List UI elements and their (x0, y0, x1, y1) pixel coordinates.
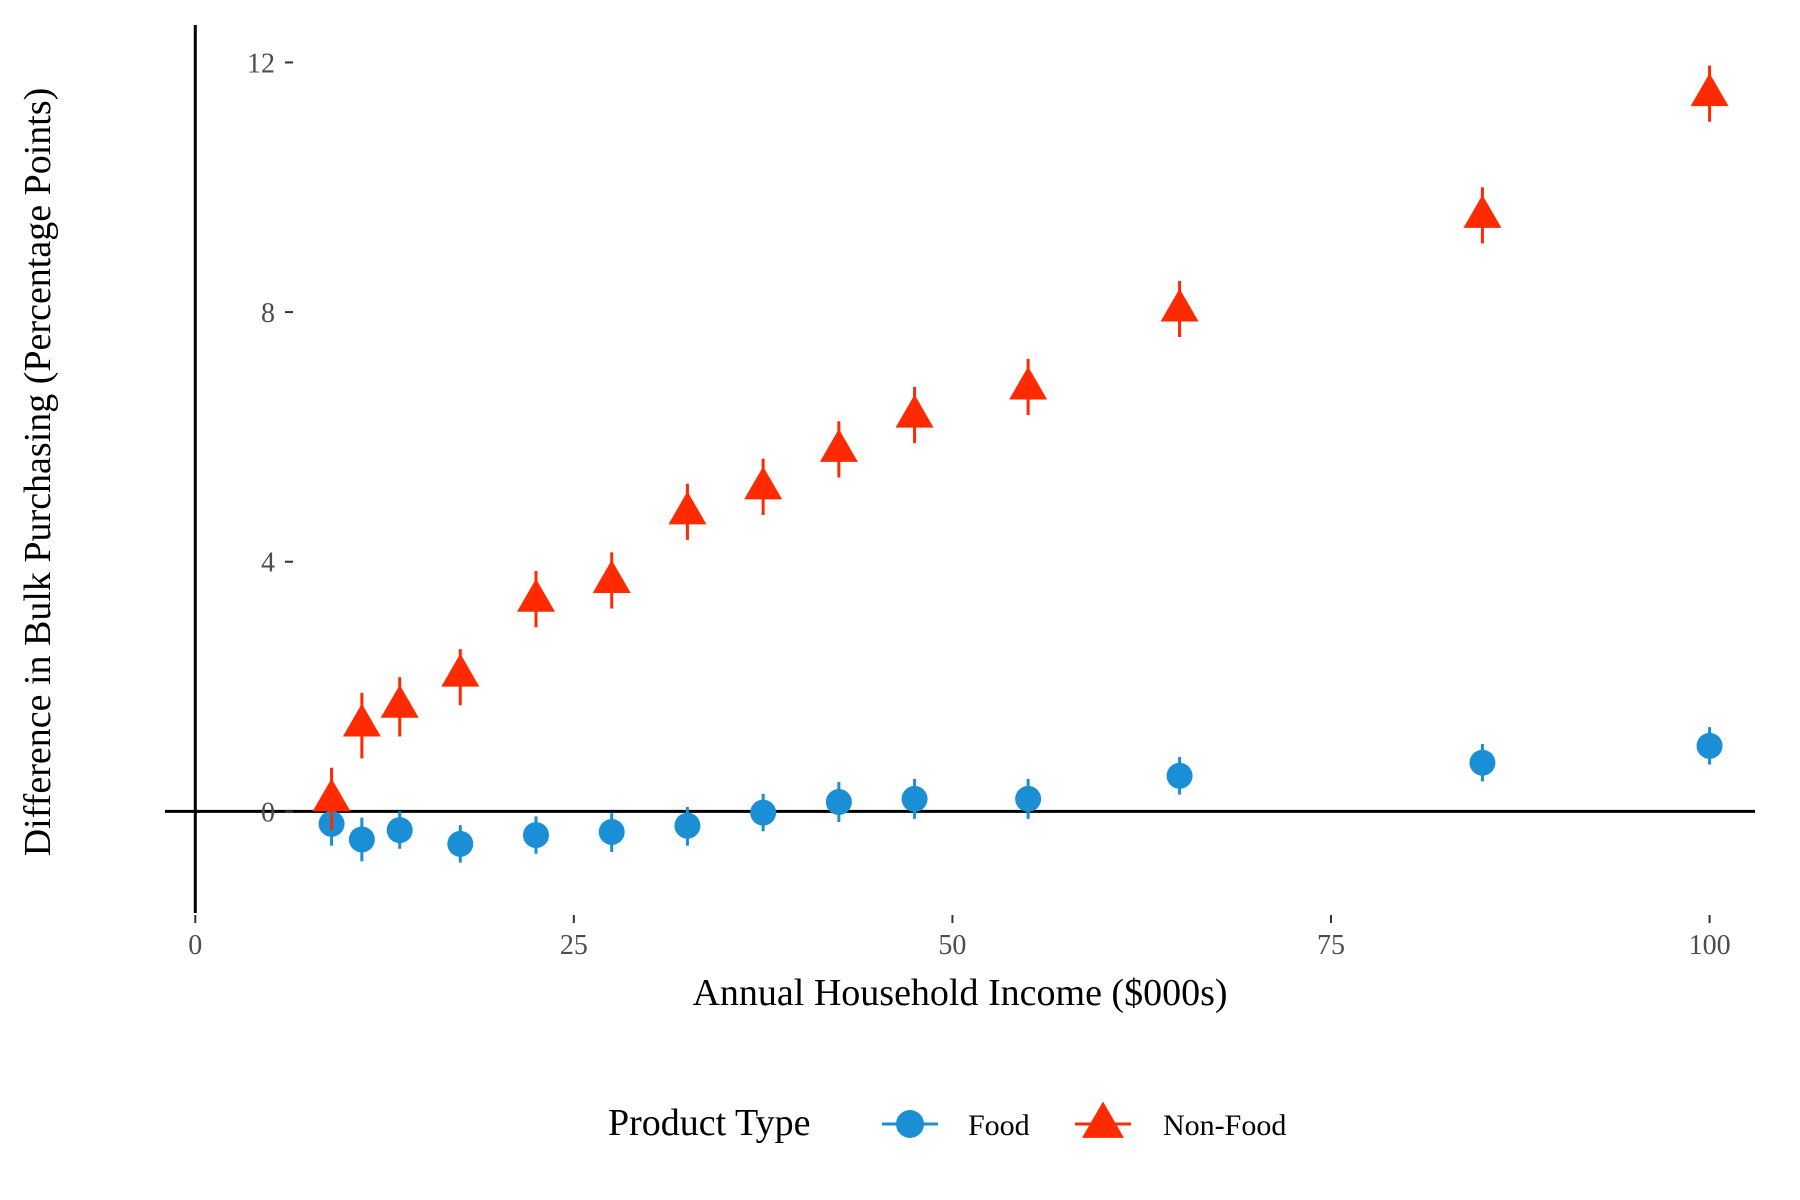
nonfood-point (744, 466, 783, 500)
nonfood-point (1690, 73, 1729, 107)
legend-key-marker-nonfood (1082, 1101, 1124, 1138)
y-tick-label: 12 (247, 48, 275, 79)
nonfood-point (592, 560, 631, 593)
nonfood-point (342, 703, 381, 737)
nonfood-point (668, 491, 707, 525)
food-point (386, 817, 413, 844)
food-point (674, 812, 701, 839)
nonfood-point (1160, 288, 1199, 322)
food-point (1469, 749, 1496, 776)
nonfood-point (1009, 366, 1048, 400)
y-tick-label: 4 (261, 548, 275, 579)
y-tick-label: 0 (261, 797, 275, 828)
y-axis-title: Difference in Bulk Purchasing (Percentag… (17, 88, 59, 857)
legend-label-nonfood: Non-Food (1163, 1109, 1286, 1142)
nonfood-point (819, 428, 858, 462)
food-point (523, 822, 549, 849)
food-point (1696, 732, 1723, 759)
food-point (825, 789, 852, 816)
marks-layer (312, 65, 1729, 863)
food-point (598, 818, 625, 845)
x-tick-label: 50 (938, 930, 966, 961)
axes-layer: 0 4 8 12 0 25 50 75 100 (165, 25, 1755, 961)
legend-key-marker-food (896, 1110, 924, 1138)
nonfood-point (517, 578, 555, 612)
x-tick-label: 75 (1317, 930, 1345, 961)
x-tick-label: 0 (188, 930, 202, 961)
x-axis-title: Annual Household Income ($000s) (692, 972, 1227, 1014)
y-tick-label: 8 (261, 298, 275, 329)
food-point (901, 785, 928, 812)
legend-label-food: Food (968, 1109, 1030, 1142)
food-point (447, 830, 474, 857)
nonfood-point (312, 778, 351, 812)
nonfood-point (441, 653, 480, 687)
food-point (348, 826, 375, 853)
food-point (1015, 785, 1042, 812)
legend: Product Type Food Non-Food (608, 1101, 1286, 1144)
x-tick-label: 100 (1689, 930, 1731, 961)
labels-layer: Annual Household Income ($000s) Differen… (17, 88, 1228, 1014)
food-point (1166, 762, 1193, 789)
nonfood-point (380, 684, 419, 718)
food-point (750, 799, 777, 826)
nonfood-point (895, 394, 934, 428)
nonfood-point (1463, 194, 1502, 228)
legend-title: Product Type (608, 1102, 810, 1144)
x-tick-label: 25 (560, 930, 588, 961)
